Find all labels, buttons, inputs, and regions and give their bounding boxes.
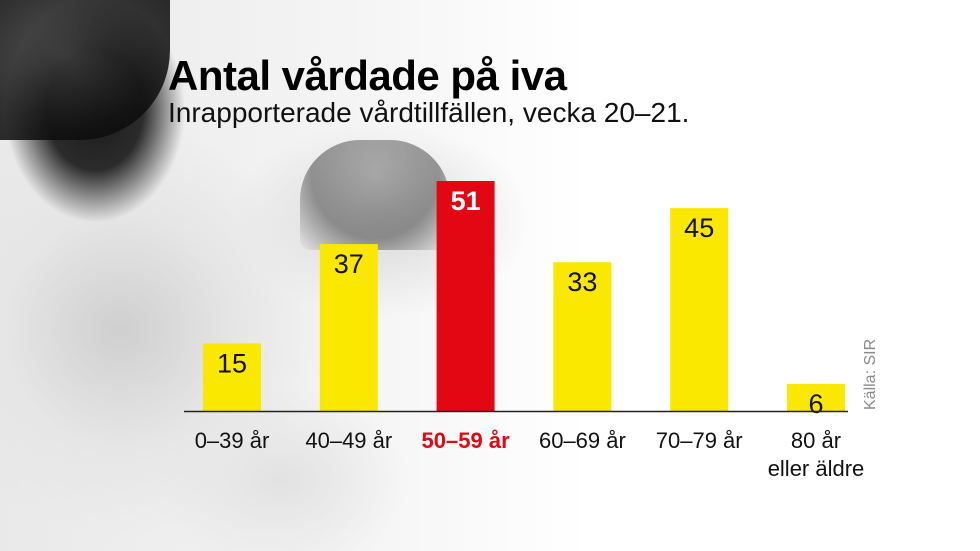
bar xyxy=(436,181,495,411)
bar-value-label: 51 xyxy=(451,186,481,216)
category-label: 70–79 år xyxy=(656,428,743,453)
category-label: 80 år xyxy=(791,428,841,453)
category-label: 50–59 år xyxy=(422,428,511,453)
category-label: 0–39 år xyxy=(195,428,270,453)
bar-value-label: 15 xyxy=(217,348,247,378)
category-label: 40–49 år xyxy=(305,428,392,453)
bar-value-label: 37 xyxy=(334,249,364,279)
chart-subtitle: Inrapporterade vårdtillfällen, vecka 20–… xyxy=(168,97,690,128)
bar xyxy=(319,244,378,411)
bar-value-label: 33 xyxy=(567,267,597,297)
chart-title: Antal vårdade på iva xyxy=(168,52,567,99)
category-label: 60–69 år xyxy=(539,428,626,453)
bar xyxy=(670,208,729,411)
category-label: eller äldre xyxy=(768,456,865,481)
visor-shape xyxy=(300,140,450,250)
bar xyxy=(553,262,612,411)
source-label: Källa: SIR xyxy=(862,338,879,410)
bar xyxy=(787,383,845,411)
bar-value-label: 6 xyxy=(808,389,823,419)
bar xyxy=(203,343,261,411)
bar-value-label: 45 xyxy=(684,213,714,243)
